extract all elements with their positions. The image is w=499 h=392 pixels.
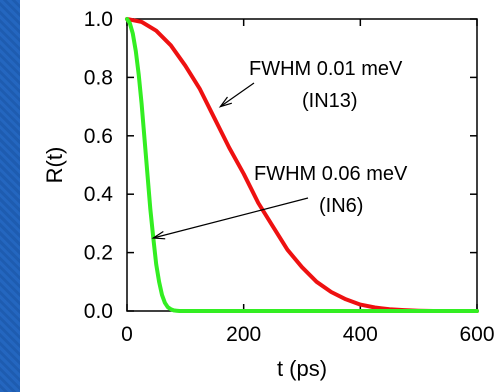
annotation-green-line2: (IN6) — [319, 195, 363, 217]
x-tick-label: 600 — [459, 323, 494, 346]
x-tick-label: 0 — [121, 323, 133, 346]
y-tick-label: 1.0 — [84, 8, 113, 31]
annotation-arrow-head — [218, 96, 232, 108]
annotation-arrow-shaft — [219, 82, 255, 108]
y-tick-label: 0.6 — [84, 125, 113, 148]
x-tick-label: 200 — [226, 323, 261, 346]
chart-panel — [20, 0, 499, 392]
y-tick-label: 0.4 — [84, 183, 114, 206]
x-tick-label: 400 — [343, 323, 378, 346]
x-axis-label: t (ps) — [277, 356, 327, 381]
y-tick-label: 0.8 — [84, 66, 113, 89]
annotation-green-line1: FWHM 0.06 meV — [254, 163, 408, 185]
y-axis-label: R(t) — [42, 147, 67, 184]
annotation-arrows — [151, 82, 309, 240]
annotation-arrow-shaft — [153, 197, 309, 239]
annotation-red-line2: (IN13) — [302, 90, 358, 112]
series-lines — [125, 17, 479, 313]
x-ticks: 0 200 400 600 — [121, 19, 495, 346]
y-tick-label: 0.0 — [84, 300, 113, 323]
y-tick-label: 0.2 — [84, 242, 113, 265]
annotations: FWHM 0.01 meV (IN13) FWHM 0.06 meV (IN6) — [151, 58, 408, 240]
y-ticks: 0.0 0.2 0.4 0.6 0.8 1.0 — [84, 8, 477, 323]
annotation-red-line1: FWHM 0.01 meV — [249, 58, 403, 80]
annotation-arrow-head — [151, 230, 166, 240]
series-line-green — [125, 17, 479, 313]
